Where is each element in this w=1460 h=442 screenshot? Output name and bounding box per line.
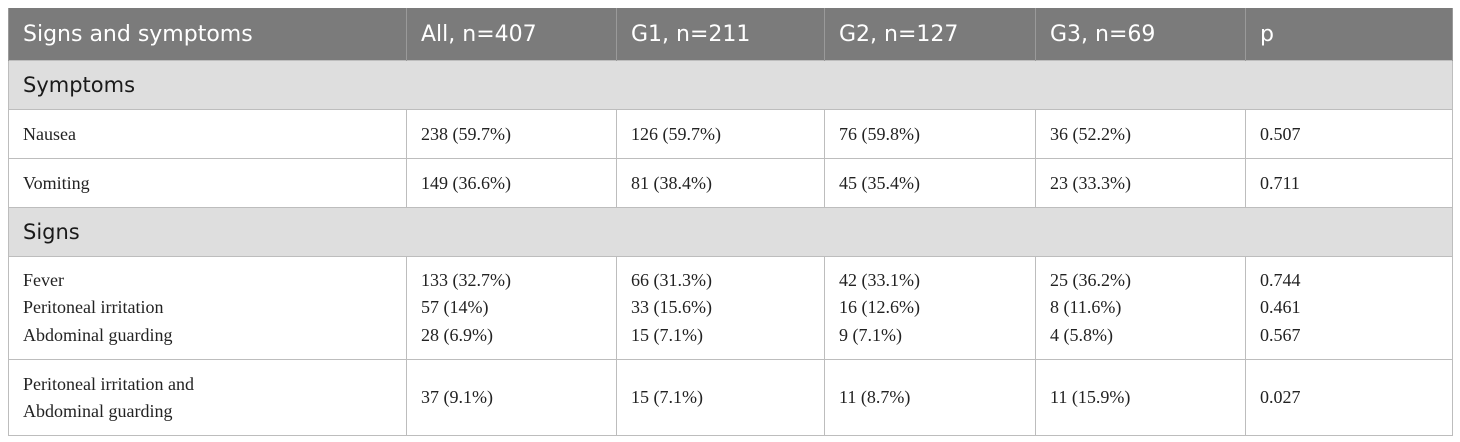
- section-label: Symptoms: [8, 60, 1453, 110]
- cell-text: Fever: [23, 269, 64, 290]
- row-label-cell: Fever Peritoneal irritation Abdominal guar…: [8, 256, 407, 360]
- cell-text: 8 (11.6%): [1050, 297, 1122, 318]
- cell-text: 33 (15.6%): [631, 297, 712, 318]
- header-g2: G2, n=127: [824, 8, 1036, 61]
- cell-text: 42 (33.1%): [839, 269, 920, 290]
- g3-cell: 25 (36.2%) 8 (11.6%) 4 (5.8%): [1035, 256, 1246, 360]
- p-value-cell: 0.507: [1245, 109, 1453, 159]
- cell-text: Abdominal guarding: [23, 400, 173, 421]
- g2-cell: 42 (33.1%) 16 (12.6%) 9 (7.1%): [824, 256, 1036, 360]
- cell-text: Vomiting: [23, 172, 90, 193]
- p-value-cell: 0.711: [1245, 158, 1453, 208]
- cell-text: 133 (32.7%): [421, 269, 511, 290]
- table-row: Fever Peritoneal irritation Abdominal guar…: [8, 256, 1453, 360]
- cell-text: 66 (31.3%): [631, 269, 712, 290]
- g1-cell: 81 (38.4%): [616, 158, 825, 208]
- table-body: Symptoms Nausea 238 (59.7%) 126 (59.7%) 76 …: [8, 60, 1453, 436]
- cell-text: 11 (15.9%): [1050, 387, 1131, 407]
- cell-text: 149 (36.6%): [421, 172, 511, 193]
- g1-cell: 66 (31.3%) 33 (15.6%) 15 (7.1%): [616, 256, 825, 360]
- header-all: All, n=407: [406, 8, 617, 61]
- cell-text: 0.027: [1260, 387, 1301, 407]
- cell-text: Nausea: [23, 123, 76, 144]
- header-signs-and-symptoms: Signs and symptoms: [8, 8, 407, 61]
- table-row: Peritoneal irritation and Abdominal guard…: [8, 359, 1453, 436]
- cell-text: 76 (59.8%): [839, 123, 920, 144]
- cell-text: 57 (14%): [421, 297, 489, 318]
- all-cell: 149 (36.6%): [406, 158, 617, 208]
- g3-cell: 23 (33.3%): [1035, 158, 1246, 208]
- cell-text: 0.507: [1260, 123, 1301, 144]
- all-cell: 37 (9.1%): [406, 359, 617, 436]
- table-row: Vomiting 149 (36.6%) 81 (38.4%) 45 (35.4%) 2…: [8, 158, 1453, 208]
- cell-text: Peritoneal irritation and: [23, 373, 194, 394]
- table-row: Nausea 238 (59.7%) 126 (59.7%) 76 (59.8%) 36…: [8, 109, 1453, 159]
- g2-cell: 45 (35.4%): [824, 158, 1036, 208]
- all-cell: 238 (59.7%): [406, 109, 617, 159]
- cell-text: 126 (59.7%): [631, 123, 721, 144]
- cell-text: 0.567: [1260, 324, 1301, 345]
- g2-cell: 11 (8.7%): [824, 359, 1036, 436]
- table-header: Signs and symptoms All, n=407 G1, n=211 …: [8, 8, 1453, 61]
- cell-text: 15 (7.1%): [631, 387, 703, 407]
- cell-text: 36 (52.2%): [1050, 123, 1131, 144]
- section-label: Signs: [8, 207, 1453, 257]
- cell-text: 0.711: [1260, 172, 1300, 193]
- g3-cell: 36 (52.2%): [1035, 109, 1246, 159]
- cell-text: 45 (35.4%): [839, 172, 920, 193]
- p-value-cell: 0.027: [1245, 359, 1453, 436]
- cell-text: 0.744: [1260, 269, 1301, 290]
- row-label-cell: Vomiting: [8, 158, 407, 208]
- cell-text: Abdominal guarding: [23, 324, 173, 345]
- header-row: Signs and symptoms All, n=407 G1, n=211 …: [8, 8, 1453, 61]
- cell-text: 25 (36.2%): [1050, 269, 1131, 290]
- g1-cell: 126 (59.7%): [616, 109, 825, 159]
- header-p: p: [1245, 8, 1453, 61]
- header-g3: G3, n=69: [1035, 8, 1246, 61]
- cell-text: 16 (12.6%): [839, 297, 920, 318]
- section-row-symptoms: Symptoms: [8, 60, 1453, 110]
- cell-text: Peritoneal irritation: [23, 297, 164, 318]
- cell-text: 11 (8.7%): [839, 387, 911, 407]
- signs-symptoms-table: Signs and symptoms All, n=407 G1, n=211 …: [8, 8, 1453, 436]
- cell-text: 37 (9.1%): [421, 387, 493, 407]
- g2-cell: 76 (59.8%): [824, 109, 1036, 159]
- cell-text: 238 (59.7%): [421, 123, 511, 144]
- cell-text: 15 (7.1%): [631, 324, 703, 345]
- cell-text: 4 (5.8%): [1050, 324, 1113, 345]
- cell-text: 23 (33.3%): [1050, 172, 1131, 193]
- cell-text: 0.461: [1260, 297, 1301, 318]
- header-g1: G1, n=211: [616, 8, 825, 61]
- cell-text: 9 (7.1%): [839, 324, 902, 345]
- all-cell: 133 (32.7%) 57 (14%) 28 (6.9%): [406, 256, 617, 360]
- table-container: Signs and symptoms All, n=407 G1, n=211 …: [8, 8, 1453, 436]
- cell-text: 28 (6.9%): [421, 324, 493, 345]
- section-row-signs: Signs: [8, 207, 1453, 257]
- row-label-cell: Nausea: [8, 109, 407, 159]
- g3-cell: 11 (15.9%): [1035, 359, 1246, 436]
- p-value-cell: 0.744 0.461 0.567: [1245, 256, 1453, 360]
- row-label-cell: Peritoneal irritation and Abdominal guard…: [8, 359, 407, 436]
- cell-text: 81 (38.4%): [631, 172, 712, 193]
- g1-cell: 15 (7.1%): [616, 359, 825, 436]
